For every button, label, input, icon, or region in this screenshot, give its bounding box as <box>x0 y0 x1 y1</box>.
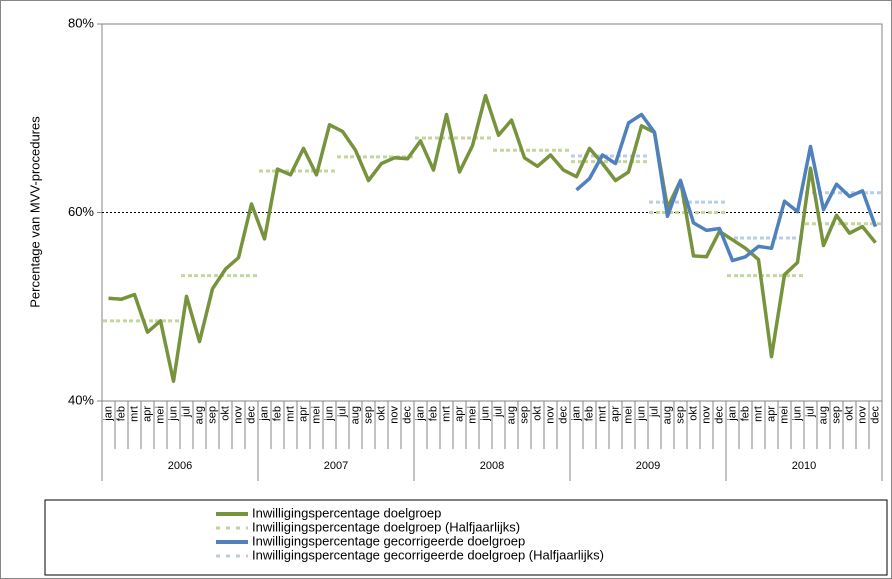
x-tick-label: jan <box>414 406 426 422</box>
x-tick-label: dec <box>557 406 569 424</box>
x-tick-label: dec <box>713 406 725 424</box>
x-tick-label: okt <box>375 406 387 421</box>
x-tick-label: apr <box>141 406 153 422</box>
x-tick-label: jun <box>791 406 803 422</box>
x-tick-label: aug <box>349 406 361 424</box>
x-tick-label: jan <box>726 406 738 422</box>
x-tick-label: aug <box>193 406 205 424</box>
y-tick-label: 60% <box>68 204 94 219</box>
x-group-label: 2008 <box>480 460 504 472</box>
x-tick-label: sep <box>206 406 218 424</box>
x-tick-label: sep <box>362 406 374 424</box>
x-tick-label: feb <box>583 406 595 421</box>
x-tick-label: nov <box>232 406 244 424</box>
x-tick-label: okt <box>843 406 855 421</box>
x-tick-label: nov <box>388 406 400 424</box>
x-tick-label: dec <box>401 406 413 424</box>
x-tick-label: mei <box>154 406 166 424</box>
x-tick-label: mei <box>466 406 478 424</box>
x-tick-label: mei <box>622 406 634 424</box>
x-tick-label: apr <box>765 406 777 422</box>
legend-label: Inwilligingspercentage doelgroep (Halfja… <box>252 519 520 534</box>
x-tick-label: jul <box>180 406 192 418</box>
x-tick-label: feb <box>739 406 751 421</box>
x-tick-label: feb <box>427 406 439 421</box>
y-tick-label: 80% <box>68 15 94 30</box>
x-tick-label: sep <box>674 406 686 424</box>
x-tick-label: nov <box>856 406 868 424</box>
x-tick-label: mrt <box>752 406 764 422</box>
x-tick-label: mrt <box>128 406 140 422</box>
x-tick-label: jun <box>167 406 179 422</box>
x-tick-label: dec <box>245 406 257 424</box>
x-group-label: 2006 <box>168 460 192 472</box>
x-tick-label: jul <box>492 406 504 418</box>
x-tick-label: okt <box>531 406 543 421</box>
x-tick-label: jan <box>570 406 582 422</box>
x-tick-label: apr <box>609 406 621 422</box>
x-tick-label: mrt <box>284 406 296 422</box>
x-tick-label: jul <box>336 406 348 418</box>
legend-label: Inwilligingspercentage doelgroep <box>252 505 441 520</box>
x-tick-label: nov <box>700 406 712 424</box>
x-tick-label: dec <box>869 406 881 424</box>
x-tick-label: jun <box>479 406 491 422</box>
x-tick-label: okt <box>219 406 231 421</box>
x-tick-label: feb <box>115 406 127 421</box>
x-tick-label: jul <box>804 406 816 418</box>
x-tick-label: jun <box>323 406 335 422</box>
x-tick-label: sep <box>518 406 530 424</box>
x-tick-label: aug <box>661 406 673 424</box>
x-tick-label: aug <box>817 406 829 424</box>
x-tick-label: jun <box>635 406 647 422</box>
x-tick-label: jan <box>258 406 270 422</box>
series-line <box>575 112 878 263</box>
x-tick-label: sep <box>830 406 842 424</box>
series-line <box>108 93 877 383</box>
x-tick-label: apr <box>297 406 309 422</box>
x-tick-label: mrt <box>440 406 452 422</box>
x-group-label: 2009 <box>636 460 660 472</box>
legend-box <box>44 499 888 576</box>
x-tick-label: jan <box>102 406 114 422</box>
x-tick-label: apr <box>453 406 465 422</box>
legend-label: Inwilligingspercentage gecorrigeerde doe… <box>252 547 604 562</box>
x-tick-label: jul <box>648 406 660 418</box>
legend-label: Inwilligingspercentage gecorrigeerde doe… <box>252 533 525 548</box>
y-tick-label: 40% <box>68 392 94 407</box>
x-tick-label: mei <box>778 406 790 424</box>
x-tick-label: mrt <box>596 406 608 422</box>
x-tick-label: nov <box>544 406 556 424</box>
x-group-label: 2010 <box>792 460 816 472</box>
x-tick-label: okt <box>687 406 699 421</box>
x-group-label: 2007 <box>324 460 348 472</box>
y-axis-label: Percentage van MVV-procedures <box>27 116 42 308</box>
x-tick-label: aug <box>505 406 517 424</box>
x-tick-label: mei <box>310 406 322 424</box>
x-tick-label: feb <box>271 406 283 421</box>
